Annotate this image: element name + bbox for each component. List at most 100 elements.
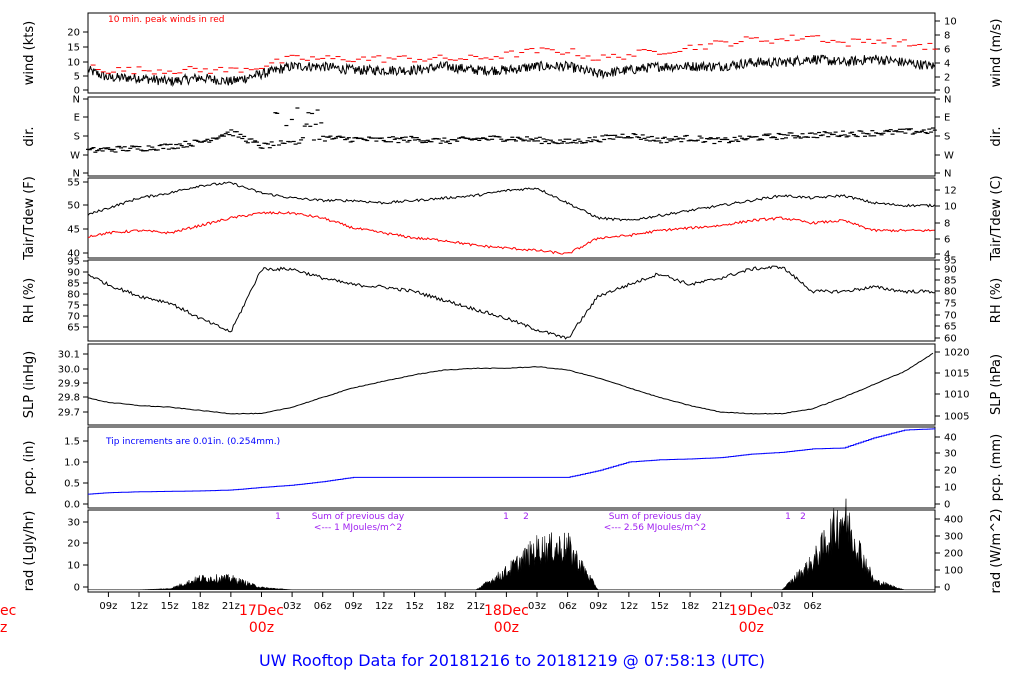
wind-speed-line — [87, 54, 936, 88]
temp-right-tick-label: 12 — [944, 186, 957, 197]
rad-daily-note: Sum of previous day — [312, 512, 405, 522]
wind-right-tick-label: 2 — [944, 73, 950, 84]
rh-frame — [87, 259, 936, 342]
temp-panel: 40 45 50 55 4 6 8 10 12 Tair/Tdew (F) Tair/Tdew (C… — [22, 175, 1004, 261]
dir-right-tick-label: N — [944, 95, 951, 106]
rad-right-tick-label: 400 — [944, 515, 963, 526]
rad-left-tick-label: 30 — [67, 518, 80, 529]
rad-left-tick-label: 20 — [67, 539, 80, 550]
x-hour-label: 09z — [99, 601, 117, 612]
pcp-right-tick-label: 30 — [944, 449, 957, 460]
dir-left-tick-label: N — [73, 169, 80, 180]
wind-panel: 0 5 10 15 20 0 2 4 6 8 10 wind (kts) wind (m/s) 10 mi… — [22, 12, 1004, 97]
chart-title: UW Rooftop Data for 20181216 to 20181219… — [259, 651, 765, 670]
temp-right-tick-label: 6 — [944, 235, 950, 246]
x-hour-label: 09z — [589, 601, 607, 612]
rh-right-tick-label: 60 — [944, 334, 957, 345]
x-hour-label: 15z — [406, 601, 424, 612]
slp-left-tick-label: 30.1 — [58, 350, 80, 361]
wind-left-tick-label: 15 — [67, 43, 80, 54]
dir-right-tick-label: S — [944, 132, 950, 143]
tdew-line — [87, 211, 935, 255]
x-hour-label: 18z — [436, 601, 454, 612]
slp-left-tick-label: 30.0 — [58, 365, 80, 376]
tair-line — [87, 181, 935, 222]
slp-line — [87, 352, 934, 415]
rad-right-tick-label: 300 — [944, 532, 963, 543]
x-hour-label: 03z — [773, 601, 791, 612]
rad-right-tick-label: 0 — [944, 583, 950, 594]
x-date-label: 18Dec — [484, 603, 529, 619]
dir-left-tick-label: W — [70, 151, 80, 162]
rh-right-tick-label: 65 — [944, 322, 957, 333]
dir-left-tick-label: N — [73, 95, 80, 106]
wind-frame — [87, 12, 936, 94]
rh-left-tick-label: 85 — [67, 279, 80, 290]
rh-right-title: RH (%) — [989, 278, 1004, 323]
x-hour-label: 09z — [344, 601, 362, 612]
rh-right-tick-label: 75 — [944, 299, 957, 310]
temp-right-tick-label: 4 — [944, 250, 950, 261]
x-hour-label: 12z — [375, 601, 393, 612]
slp-left-tick-label: 29.8 — [58, 393, 80, 404]
wind-note: 10 min. peak winds in red — [108, 15, 225, 25]
rad-daily-note: <--- 1 MJoules/m^2 — [314, 523, 402, 533]
temp-left-tick-label: 50 — [67, 201, 80, 212]
slp-frame — [87, 343, 936, 426]
wind-right-tick-label: 8 — [944, 31, 950, 42]
dir-right-title: dir. — [989, 126, 1004, 146]
pcp-left-tick-label: 1.0 — [64, 458, 80, 469]
rad-right-title: rad (W/m^2) — [989, 509, 1004, 594]
x-date-label-clipped: ec — [0, 603, 16, 619]
rad-left-tick-label: 10 — [67, 561, 80, 572]
pcp-left-tick-label: 1.5 — [64, 437, 80, 448]
x-hour-label: 15z — [161, 601, 179, 612]
rh-right-tick-label: 70 — [944, 311, 957, 322]
rad-left-tick-label: 0 — [74, 583, 80, 594]
wind-right-title: wind (m/s) — [989, 19, 1004, 88]
pcp-left-tick-label: 0.0 — [64, 500, 80, 511]
pcp-line — [88, 428, 936, 495]
x-hour-label: 18z — [191, 601, 209, 612]
x-date-hour-label-clipped: z — [0, 620, 7, 636]
slp-left-tick-label: 29.7 — [58, 408, 80, 419]
rh-right-tick-label: 95 — [944, 256, 957, 267]
rh-right-tick-label: 85 — [944, 276, 957, 287]
rh-right-tick-label: 90 — [944, 265, 957, 276]
dir-right-tick-label: E — [944, 113, 950, 124]
wind-right-tick-label: 4 — [944, 59, 950, 70]
wind-left-tick-label: 20 — [67, 28, 80, 39]
rad-marker: 2 — [523, 512, 529, 522]
rh-left-tick-label: 80 — [67, 290, 80, 301]
x-hour-label: 15z — [650, 601, 668, 612]
slp-left-tick-label: 29.9 — [58, 379, 80, 390]
slp-left-title: SLP (inHg) — [22, 351, 37, 419]
rad-right-tick-label: 200 — [944, 549, 963, 560]
rh-left-tick-label: 65 — [67, 323, 80, 334]
pcp-note: Tip increments are 0.01in. (0.254mm.) — [105, 437, 280, 447]
wind-left-tick-label: 10 — [67, 58, 80, 69]
rh-right-tick-label: 80 — [944, 287, 957, 298]
rh-line — [87, 265, 935, 340]
pcp-frame — [87, 426, 936, 509]
slp-right-tick-label: 1005 — [944, 412, 969, 423]
pcp-panel: 0.0 0.5 1.0 1.5 0 10 20 30 40 pcp. (in) pcp. (mm) T… — [22, 426, 1004, 511]
pcp-right-tick-label: 10 — [944, 483, 957, 494]
x-hour-label: 03z — [528, 601, 546, 612]
temp-left-title: Tair/Tdew (F) — [22, 176, 37, 261]
wind-left-title: wind (kts) — [22, 21, 37, 85]
rh-left-tick-label: 70 — [67, 312, 80, 323]
slp-right-tick-label: 1020 — [944, 348, 969, 359]
rh-left-tick-label: 75 — [67, 301, 80, 312]
rad-daily-note: <--- 2.56 MJoules/m^2 — [604, 523, 706, 533]
rad-marker: 2 — [800, 512, 806, 522]
dir-right-tick-label: N — [944, 169, 951, 180]
x-date-label: 17Dec — [239, 603, 284, 619]
x-hour-label: 21z — [712, 601, 730, 612]
rad-marker: 1 — [275, 512, 281, 522]
dir-left-tick-label: E — [74, 113, 80, 124]
